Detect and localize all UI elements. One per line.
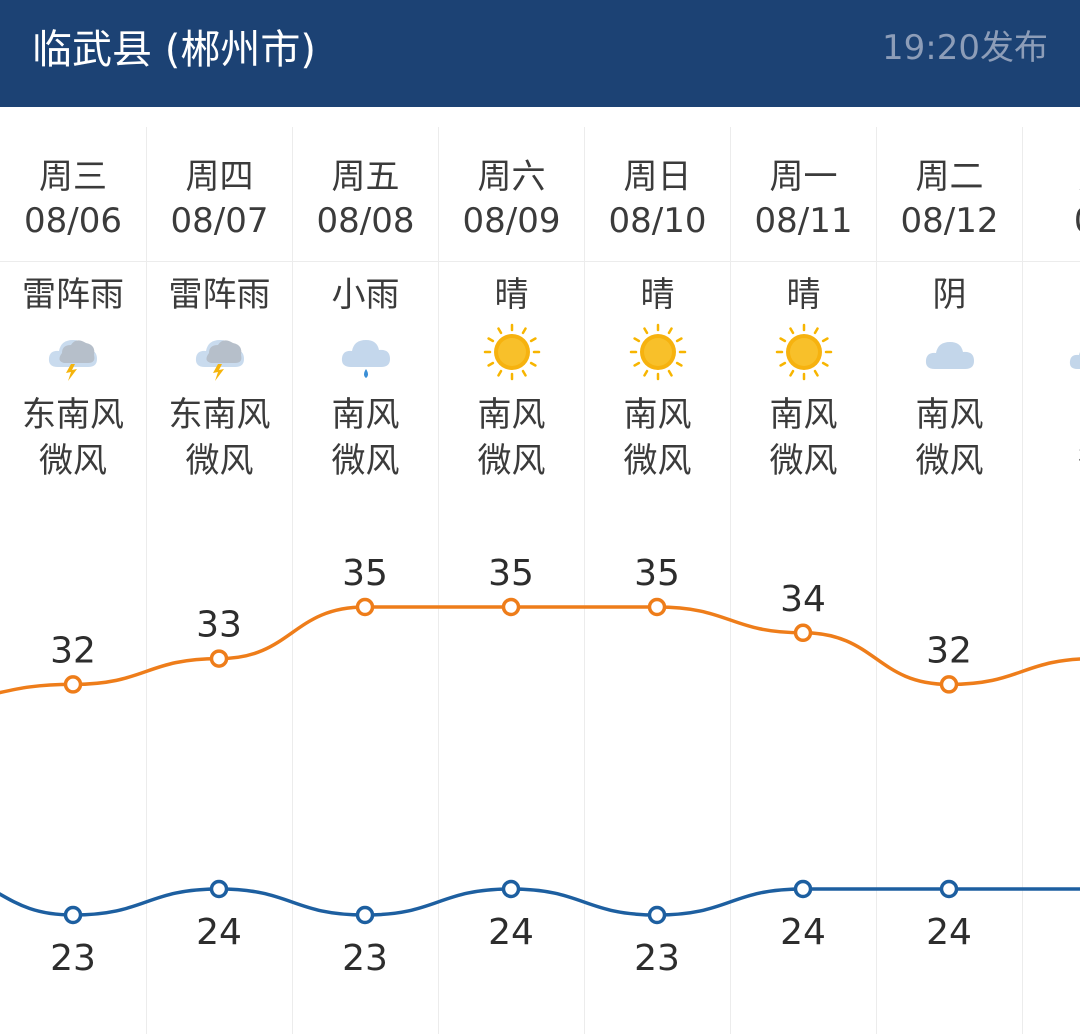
high-temp-point xyxy=(209,649,229,668)
thunderstorm-icon xyxy=(191,323,249,381)
high-temp-point xyxy=(647,597,667,617)
wind-level-label: 微 xyxy=(1023,439,1080,483)
day-column[interactable]: 周五 08/08 小雨南风微风 xyxy=(292,127,438,1034)
light-rain-icon xyxy=(337,323,395,381)
low-temp-label: 23 xyxy=(634,938,680,979)
wind-direction-label: 东南风 xyxy=(22,395,124,435)
day-column[interactable]: 周08 多南微 xyxy=(1022,127,1080,1034)
low-temp-label: 23 xyxy=(50,938,96,979)
high-temp-point xyxy=(793,623,813,643)
weekday-label: 周日 xyxy=(623,157,692,197)
day-column[interactable]: 周四 08/07 雷阵雨东南风微风 xyxy=(146,127,292,1034)
divider xyxy=(877,261,1022,262)
partly-cloudy-icon xyxy=(1067,323,1080,381)
wind-level-label: 微风 xyxy=(39,441,107,481)
low-temp-label: 24 xyxy=(780,912,826,953)
condition-label: 晴 xyxy=(494,275,529,315)
date-label: 08/09 xyxy=(462,201,561,241)
weekday-label: 周四 xyxy=(185,157,254,197)
date-label: 08/07 xyxy=(170,201,269,241)
weekday-label: 周五 xyxy=(331,157,400,197)
low-temp-line xyxy=(0,887,1080,917)
divider xyxy=(585,261,730,262)
low-temp-point xyxy=(63,905,83,925)
low-temp-label: 23 xyxy=(342,938,388,979)
day-column[interactable]: 周日 08/10 晴南风微风 xyxy=(584,127,730,1034)
weekday-label: 周二 xyxy=(915,157,984,197)
overcast-icon xyxy=(921,323,979,381)
forecast-panel[interactable]: 周三 08/06 雷阵雨东南风微风 周四 08/07 雷阵雨东南风微风 周五 08/08 小… xyxy=(0,107,1080,1034)
sunny-icon xyxy=(483,323,541,381)
publish-time: 19:20发布 xyxy=(882,28,1048,68)
low-temp-point xyxy=(501,879,521,899)
divider xyxy=(1023,261,1080,262)
temperature-chart: 322333243523352435233424322432 xyxy=(0,553,1080,979)
app-header: 临武县 (郴州市) 19:20发布 xyxy=(0,0,1080,107)
day-column[interactable]: 周二 08/12 阴南风微风 xyxy=(876,127,1022,1034)
weekday-label: 周一 xyxy=(769,157,838,197)
wind-direction-label: 南 xyxy=(1023,393,1080,437)
wind-direction-label: 南风 xyxy=(331,395,400,435)
weekday-label: 周 xyxy=(1023,155,1080,199)
sunny-icon xyxy=(629,323,687,381)
location-title: 临武县 (郴州市) xyxy=(32,27,316,73)
high-temp-label: 34 xyxy=(780,579,826,620)
high-temp-label: 35 xyxy=(634,553,680,594)
wind-level-label: 微风 xyxy=(185,441,254,481)
day-column[interactable]: 周一 08/11 晴南风微风 xyxy=(730,127,876,1034)
low-temp-label: 24 xyxy=(926,912,972,953)
low-temp-label: 24 xyxy=(488,912,534,953)
wind-direction-label: 南风 xyxy=(769,395,838,435)
wind-level-label: 微风 xyxy=(769,441,838,481)
date-label: 08/12 xyxy=(900,201,999,241)
weekday-label: 周六 xyxy=(477,157,546,197)
high-temp-label: 35 xyxy=(488,553,534,594)
low-temp-point xyxy=(647,905,667,925)
wind-direction-label: 南风 xyxy=(477,395,546,435)
low-temp-label: 24 xyxy=(196,912,242,953)
high-temp-label: 32 xyxy=(50,630,96,671)
condition-label: 小雨 xyxy=(331,275,400,315)
day-column[interactable]: 周六 08/09 晴南风微风 xyxy=(438,127,584,1034)
condition-label: 多 xyxy=(1023,273,1080,317)
wind-level-label: 微风 xyxy=(915,441,984,481)
date-label: 08/06 xyxy=(24,201,122,241)
high-temp-line xyxy=(0,605,1080,695)
wind-level-label: 微风 xyxy=(623,441,692,481)
wind-direction-label: 东南风 xyxy=(168,395,271,435)
high-temp-label: 33 xyxy=(196,605,242,646)
date-label: 08 xyxy=(1023,199,1080,243)
divider xyxy=(293,261,438,262)
low-temp-point xyxy=(793,879,813,899)
high-temp-point xyxy=(355,597,375,617)
weekday-label: 周三 xyxy=(39,157,107,197)
wind-level-label: 微风 xyxy=(477,441,546,481)
high-temp-point xyxy=(939,675,959,694)
high-temp-label: 32 xyxy=(926,630,972,671)
low-temp-point xyxy=(209,879,229,899)
condition-label: 晴 xyxy=(786,275,821,315)
date-label: 08/10 xyxy=(608,201,707,241)
high-temp-point xyxy=(63,675,83,694)
sunny-icon xyxy=(775,323,833,381)
condition-label: 雷阵雨 xyxy=(22,275,124,315)
low-temp-point xyxy=(939,879,959,899)
low-temp-point xyxy=(355,905,375,925)
divider xyxy=(439,261,584,262)
wind-direction-label: 南风 xyxy=(623,395,692,435)
wind-level-label: 微风 xyxy=(331,441,400,481)
high-temp-point xyxy=(501,597,521,617)
day-column[interactable]: 周三 08/06 雷阵雨东南风微风 xyxy=(0,127,146,1034)
condition-label: 雷阵雨 xyxy=(168,275,271,315)
high-temp-label: 35 xyxy=(342,553,388,594)
divider xyxy=(147,261,292,262)
divider xyxy=(0,261,146,262)
condition-label: 阴 xyxy=(932,275,967,315)
date-label: 08/11 xyxy=(754,201,853,241)
wind-direction-label: 南风 xyxy=(915,395,984,435)
date-label: 08/08 xyxy=(316,201,415,241)
divider xyxy=(731,261,876,262)
thunderstorm-icon xyxy=(44,323,102,381)
condition-label: 晴 xyxy=(640,275,675,315)
